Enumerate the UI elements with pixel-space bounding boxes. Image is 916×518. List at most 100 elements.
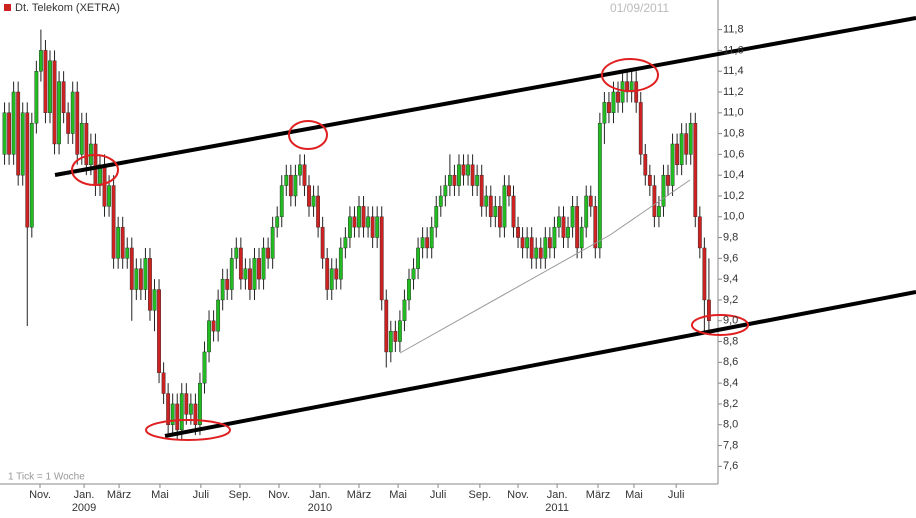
candle-body	[584, 195, 589, 228]
candle-body	[479, 174, 484, 207]
candle-body	[638, 102, 643, 155]
candle-body	[329, 268, 334, 290]
candle-body	[120, 226, 125, 259]
highlight-circle	[288, 120, 328, 150]
candle-body	[520, 237, 525, 249]
candle-body	[7, 112, 11, 155]
candle-body	[588, 195, 593, 207]
candle-body	[684, 133, 689, 155]
candle-body	[593, 206, 598, 249]
x-tick-label: Nov.	[268, 489, 290, 501]
candle-body	[129, 247, 134, 290]
candle-body	[475, 174, 480, 186]
y-tick-label: 9,2	[723, 294, 738, 306]
candle-body	[643, 154, 648, 176]
candle-body	[311, 195, 316, 207]
y-tick-label: 9,4	[723, 273, 738, 285]
candle-body	[620, 81, 625, 103]
candle-body	[670, 143, 675, 186]
trend-line-thin	[399, 234, 611, 354]
year-label: 2010	[308, 502, 332, 514]
x-tick-label: Nov.	[29, 489, 51, 501]
candle-body	[461, 164, 466, 176]
candle-body	[375, 216, 380, 238]
x-tick-label: Jan.	[310, 489, 331, 501]
candle-body	[616, 91, 620, 103]
candle-body	[597, 122, 602, 249]
candle-body	[447, 174, 452, 186]
candle-body	[397, 320, 402, 342]
candle-body	[302, 164, 307, 186]
candle-body	[188, 403, 193, 415]
candle-body	[507, 185, 511, 197]
candle-body	[70, 91, 75, 134]
candle-body	[20, 112, 25, 176]
candle-body	[202, 351, 207, 384]
candle-body	[34, 70, 39, 124]
candle-body	[493, 206, 498, 217]
y-tick-label: 8,6	[723, 356, 738, 368]
candle-body	[366, 216, 370, 228]
y-tick-label: 9,6	[723, 252, 738, 264]
candle-body	[293, 174, 298, 197]
candle-body	[11, 91, 16, 155]
candle-body	[211, 320, 216, 332]
candle-body	[407, 278, 411, 301]
y-tick-label: 10,4	[723, 169, 744, 181]
highlight-circle	[145, 419, 231, 441]
trend-line-upper	[54, 16, 916, 177]
candle-body	[379, 216, 384, 301]
candle-body	[16, 91, 21, 176]
candle-body	[220, 278, 225, 301]
x-tick-label: März	[347, 489, 371, 501]
candle-body	[270, 226, 275, 259]
year-label: 2009	[72, 502, 96, 514]
candle-body	[702, 247, 707, 301]
candle-body	[357, 206, 361, 228]
candle-body	[198, 382, 202, 425]
candle-body	[452, 174, 457, 186]
y-tick-label: 10,2	[723, 190, 744, 202]
candle-body	[470, 164, 475, 186]
y-tick-label: 7,6	[723, 460, 738, 472]
candle-body	[634, 81, 639, 103]
y-tick-label: 11,6	[723, 44, 744, 56]
x-tick-label: Juli	[668, 489, 685, 501]
candle-body	[420, 237, 425, 249]
x-tick-label: Mai	[151, 489, 169, 501]
candle-body	[75, 91, 80, 155]
candle-body	[325, 258, 330, 290]
candle-body	[229, 258, 234, 290]
note: 1 Tick = 1 Woche	[8, 472, 85, 483]
y-tick-label: 9,8	[723, 231, 738, 243]
x-tick-label: Jan.	[547, 489, 568, 501]
highlight-circle	[71, 154, 119, 186]
candle-body	[334, 268, 339, 280]
candle-body	[607, 102, 611, 113]
candle-body	[411, 268, 416, 280]
x-tick-label: Mai	[625, 489, 643, 501]
x-tick-label: Jan.	[74, 489, 95, 501]
candle-body	[529, 237, 534, 259]
candle-body	[575, 206, 580, 249]
candle-body	[179, 393, 184, 431]
candle-body	[134, 268, 139, 290]
candle-body	[279, 185, 284, 217]
candle-body	[679, 133, 684, 165]
candle-body	[143, 258, 148, 290]
candle-body	[266, 247, 271, 259]
y-tick-label: 11,2	[723, 86, 744, 98]
candle-body	[352, 216, 357, 228]
y-tick-label: 8,8	[723, 335, 738, 347]
candle-body	[38, 50, 43, 72]
y-tick-label: 11,8	[723, 24, 744, 36]
candle-body	[234, 247, 239, 259]
candle-body	[579, 226, 584, 249]
candle-body	[629, 81, 634, 93]
candle-body	[516, 226, 520, 238]
candle-body	[525, 237, 530, 249]
candle-body	[657, 206, 661, 217]
candle-body	[79, 122, 84, 155]
candle-body	[434, 206, 439, 228]
